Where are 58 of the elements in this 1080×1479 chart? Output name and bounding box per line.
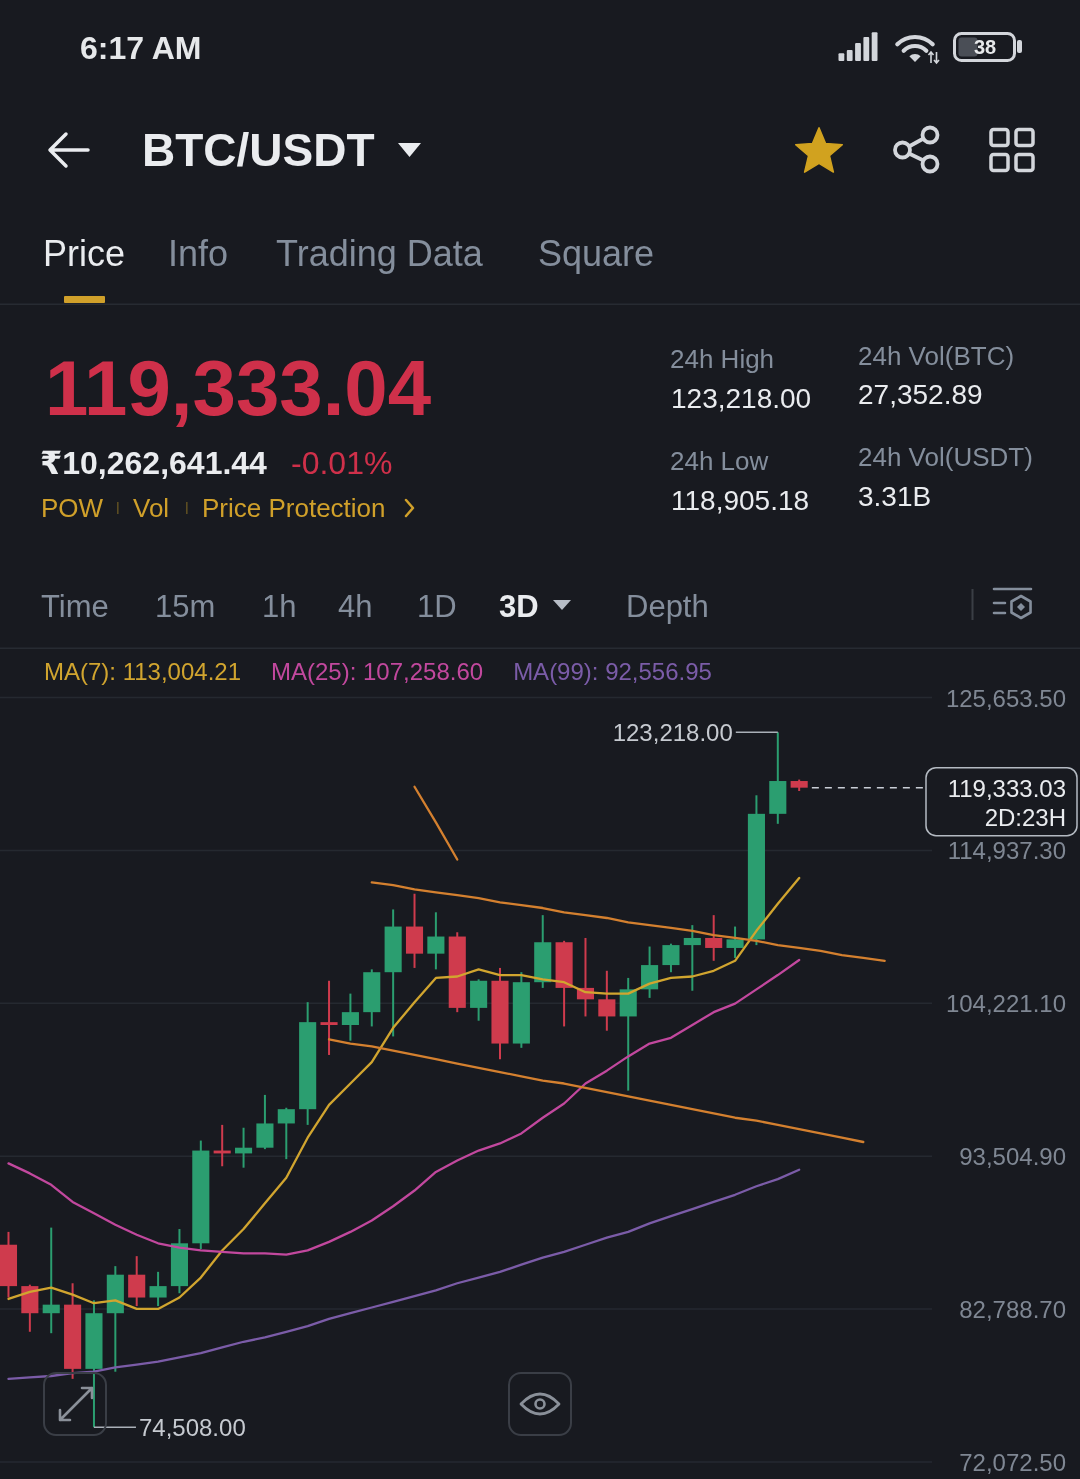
text: 118,905.18 xyxy=(671,484,810,516)
text: Time xyxy=(41,588,109,624)
y-tick-label: 82,788.70 xyxy=(959,1295,1066,1323)
candlestick xyxy=(320,979,338,1056)
text: 1D xyxy=(417,588,457,624)
annotation: 74,508.00 xyxy=(138,1413,246,1441)
candlestick xyxy=(662,942,680,974)
text: 27,352.89 xyxy=(858,378,983,410)
line-series xyxy=(7,876,801,1311)
text: Square xyxy=(538,232,655,274)
text: 6:17 AM xyxy=(80,30,202,66)
text: 24h Vol(USDT) xyxy=(858,442,1033,472)
text: 4h xyxy=(338,588,373,624)
text: 1h xyxy=(262,588,297,624)
text: Price Protection xyxy=(202,493,386,523)
text: Info xyxy=(168,232,229,274)
line-series xyxy=(7,1168,801,1380)
y-tick-label: 72,072.50 xyxy=(959,1448,1066,1476)
text: 119,333.03 xyxy=(947,774,1066,802)
text: MA(25): 107,258.60 xyxy=(271,657,484,684)
text: MA(99): 92,556.95 xyxy=(513,657,712,684)
candlestick xyxy=(341,992,359,1042)
candlestick xyxy=(598,969,616,1032)
text: Vol xyxy=(133,493,170,523)
text: Trading Data xyxy=(276,232,484,274)
candlestick xyxy=(427,911,445,971)
y-tick-label: 125,653.50 xyxy=(945,684,1066,711)
text: 15m xyxy=(155,588,216,624)
line-series xyxy=(327,1038,865,1144)
candlestick xyxy=(726,925,744,959)
text: -0.01% xyxy=(291,445,393,481)
annotation: 123,218.00 xyxy=(612,718,733,746)
y-tick-label: 93,504.90 xyxy=(959,1142,1066,1170)
text: ₹10,262,641.44 xyxy=(40,445,268,481)
candlestick xyxy=(149,1270,167,1308)
line-series xyxy=(370,881,886,962)
text: MA(7): 113,004.21 xyxy=(44,657,242,684)
text: 3.31B xyxy=(858,480,932,512)
y-tick-label: 114,937.30 xyxy=(947,836,1066,864)
text: 24h Vol(BTC) xyxy=(858,341,1015,371)
text: 38 xyxy=(973,36,997,58)
text: 24h High xyxy=(670,344,775,374)
candlestick xyxy=(42,1226,60,1335)
text: POW xyxy=(41,493,104,523)
candlestick xyxy=(277,1106,295,1161)
text: 3D xyxy=(499,588,539,624)
text: Price xyxy=(43,232,126,274)
text: BTC/USDT xyxy=(142,124,375,176)
text: 24h Low xyxy=(670,446,769,476)
candlestick xyxy=(705,914,723,962)
line-series xyxy=(7,958,801,1256)
candlestick xyxy=(128,1255,146,1308)
text: Depth xyxy=(626,588,709,624)
text: 119,333.04 xyxy=(45,344,432,432)
text: 2D:23H xyxy=(984,803,1066,831)
candlestick xyxy=(683,924,701,992)
y-tick-label: 104,221.10 xyxy=(945,989,1066,1017)
text: 123,218.00 xyxy=(671,382,812,414)
